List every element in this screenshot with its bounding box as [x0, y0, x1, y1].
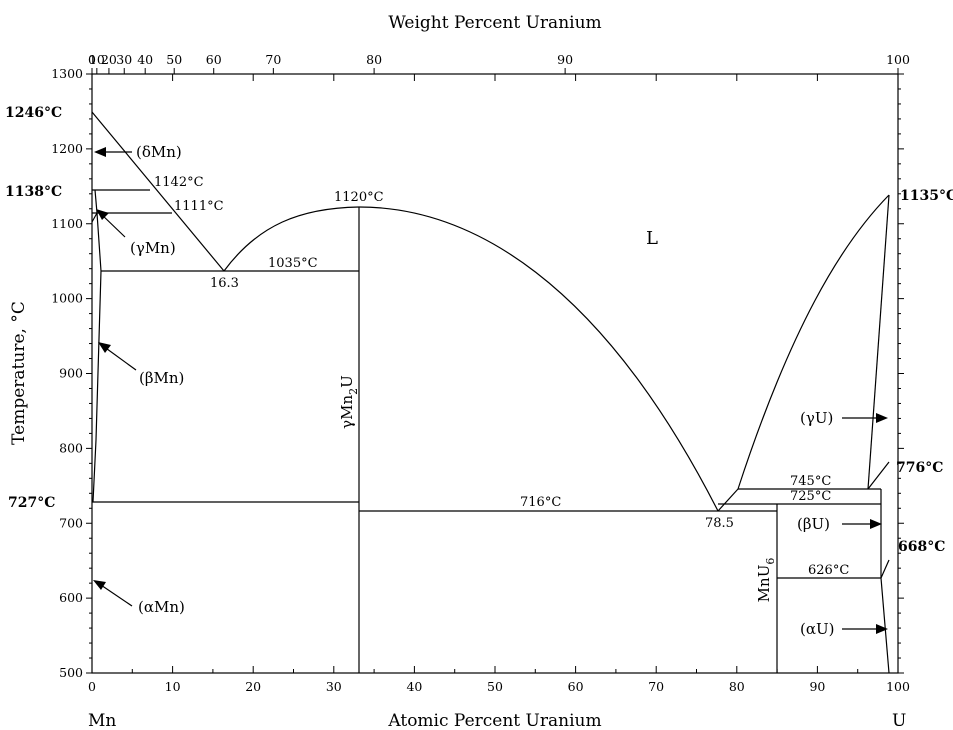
mn2u-liquidus-left [223, 206, 360, 272]
bottom-tick-label: 90 [809, 679, 825, 694]
phase-boundaries [91, 111, 890, 674]
bottom-axis-ticks: 0 10 20 30 40 50 60 70 80 90 100 [88, 74, 910, 694]
top-tick-label: 80 [366, 52, 382, 67]
bottom-tick-label: 40 [406, 679, 422, 694]
top-tick-label: 70 [265, 52, 281, 67]
beta-mn-solvus [92, 270, 102, 503]
temp-label-776: 776°C [896, 460, 943, 476]
annot-716: 716°C [520, 495, 561, 510]
temp-label-1138: 1138°C [5, 184, 62, 200]
bottom-tick-label: 30 [326, 679, 342, 694]
bottom-tick-label: 60 [568, 679, 584, 694]
u-end-label: U [892, 711, 906, 730]
top-tick-label: 60 [206, 52, 222, 67]
arrow-beta-u-head [870, 519, 882, 529]
y-tick-label: 900 [59, 366, 83, 381]
arrow-beta-mn-head [98, 342, 111, 353]
bottom-tick-label: 100 [886, 679, 910, 694]
y-axis-title: Temperature, °C [9, 301, 29, 445]
phase-delta-mn: (δMn) [136, 143, 182, 161]
bottom-tick-label: 80 [729, 679, 745, 694]
label-arrows [93, 147, 888, 634]
annot-725: 725°C [790, 489, 831, 504]
bottom-tick-label: 70 [648, 679, 664, 694]
alpha-beta-u-transus [880, 559, 890, 579]
y-tick-label: 1000 [51, 291, 83, 306]
mn2u-subscript: 2 [347, 388, 360, 395]
u-liquidus [737, 194, 890, 490]
arrow-delta-mn-head [94, 147, 106, 157]
phase-liquid: L [646, 228, 658, 249]
phase-gamma-mn: (γMn) [130, 239, 176, 257]
mnu6-subscript: 6 [764, 558, 777, 565]
annot-745: 745°C [790, 474, 831, 489]
annot-1035: 1035°C [268, 256, 318, 271]
gamma-u-transus [867, 461, 890, 490]
y-axis-ticks: 500 600 700 800 900 1000 1100 1200 1300 [51, 66, 904, 680]
mn2u-liquidus-right [358, 206, 719, 512]
phase-gamma-u: (γU) [800, 409, 833, 427]
top-tick-label: 50 [166, 52, 182, 67]
y-tick-label: 1200 [51, 141, 83, 156]
mn-end-label: Mn [88, 711, 116, 730]
y-tick-label: 500 [59, 665, 83, 680]
phase-beta-mn: (βMn) [139, 369, 184, 387]
annot-1120: 1120°C [334, 190, 384, 205]
y-tick-label: 700 [59, 515, 83, 530]
bottom-tick-label: 50 [487, 679, 503, 694]
gamma-mn-solvus [91, 210, 102, 272]
temp-label-668: 668°C [898, 539, 945, 555]
arrow-alpha-mn-head [93, 580, 106, 590]
mn2u-main: γMn [338, 394, 356, 428]
top-tick-label: 100 [886, 52, 910, 67]
phase-alpha-mn: (αMn) [138, 598, 185, 616]
phase-mn2u: γMn2U [338, 375, 360, 429]
mnu6-main: MnU [755, 565, 773, 603]
delta-solvus [94, 189, 98, 214]
arrow-alpha-u-head [876, 624, 888, 634]
arrow-beta-mn [102, 345, 137, 371]
mnu6-liquidus [717, 488, 739, 512]
top-axis-title: Weight Percent Uranium [388, 13, 601, 33]
phase-beta-u: (βU) [797, 515, 830, 533]
phase-mnu6: MnU6 [755, 558, 777, 603]
phase-alpha-u: (αU) [800, 620, 834, 638]
bottom-tick-label: 10 [165, 679, 181, 694]
arrow-gamma-u-head [876, 413, 888, 423]
bottom-tick-label: 20 [245, 679, 261, 694]
y-tick-label: 1100 [51, 216, 83, 231]
annot-1111: 1111°C [174, 199, 224, 214]
bottom-axis-title: Atomic Percent Uranium [387, 711, 601, 730]
temp-label-727: 727°C [8, 495, 55, 511]
arrow-alpha-mn [97, 582, 133, 607]
top-tick-label: 10 [89, 52, 105, 67]
annot-626: 626°C [808, 563, 849, 578]
temp-label-1135: 1135°C [900, 188, 953, 204]
arrow-gamma-mn-head [96, 209, 109, 220]
mn-liquidus [91, 111, 225, 272]
alpha-u-solvus [880, 577, 890, 674]
y-tick-label: 600 [59, 590, 83, 605]
temp-label-1246: 1246°C [5, 105, 62, 121]
top-tick-label: 40 [137, 52, 153, 67]
annot-16-3: 16.3 [210, 276, 239, 291]
top-tick-label: 20 [101, 52, 117, 67]
annot-1142: 1142°C [154, 175, 204, 190]
y-tick-label: 800 [59, 440, 83, 455]
top-tick-label: 30 [116, 52, 132, 67]
mn2u-tail: U [338, 375, 356, 388]
annot-78-5: 78.5 [705, 516, 734, 531]
bottom-tick-label: 0 [88, 679, 96, 694]
u-solidus [867, 194, 890, 490]
top-tick-label: 0 [88, 52, 96, 67]
y-tick-label: 1300 [51, 66, 83, 81]
top-tick-label: 90 [557, 52, 573, 67]
